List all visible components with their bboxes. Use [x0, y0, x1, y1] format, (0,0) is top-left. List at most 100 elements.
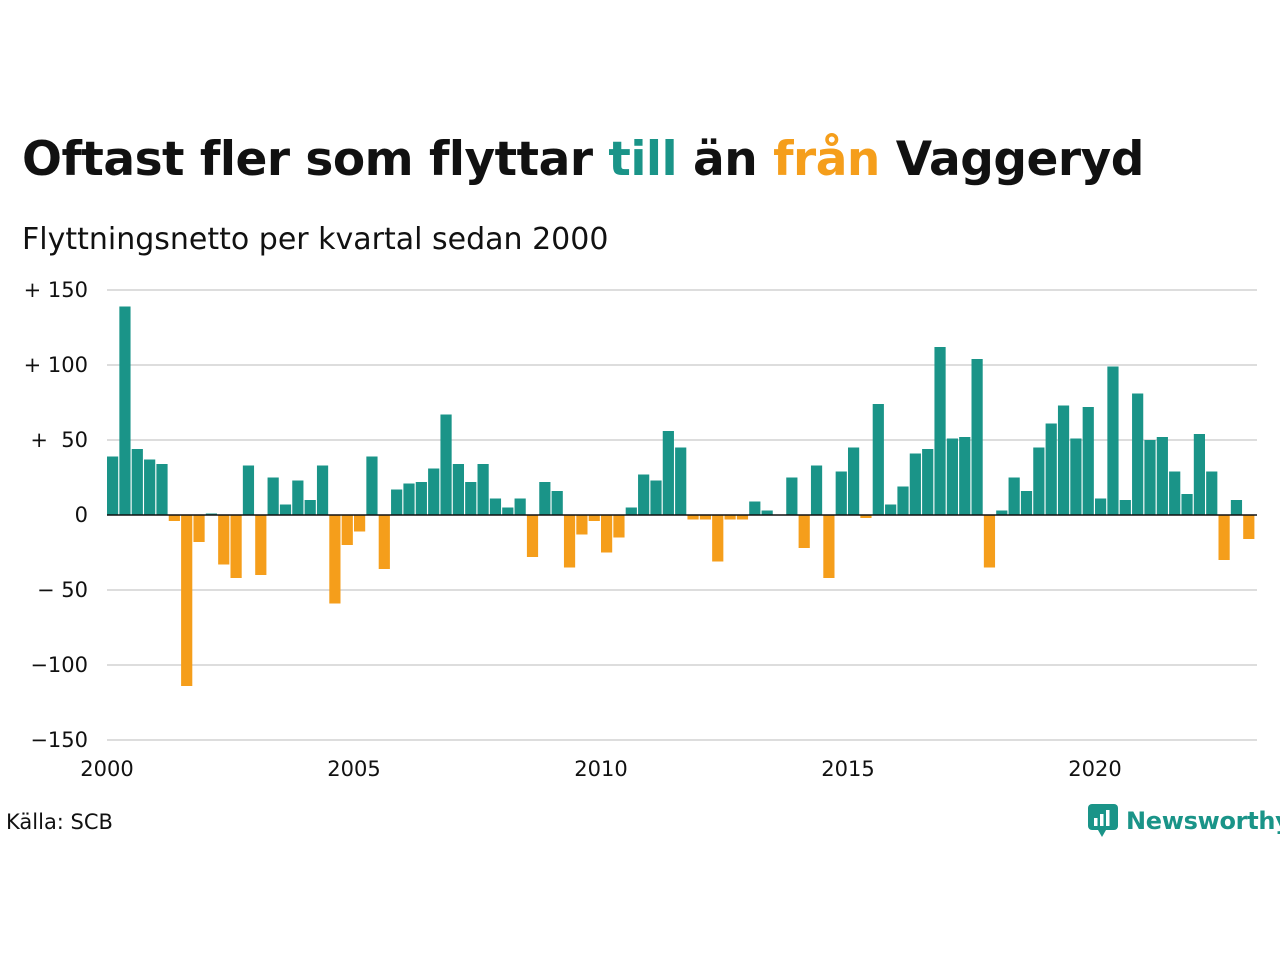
- bar: [749, 501, 761, 515]
- bar: [761, 510, 773, 515]
- bar: [551, 491, 563, 515]
- bar: [909, 453, 921, 515]
- bar: [304, 500, 316, 515]
- bar: [625, 507, 637, 515]
- x-tick-label: 2010: [574, 757, 627, 781]
- y-tick-label: + 50: [30, 428, 88, 452]
- bar: [1119, 500, 1131, 515]
- bar: [1132, 393, 1144, 515]
- bar: [675, 447, 687, 515]
- bar: [1144, 440, 1156, 515]
- title-part1: Oftast fler som flyttar: [22, 132, 609, 187]
- bar: [996, 510, 1008, 515]
- bar: [872, 404, 884, 515]
- bar: [638, 474, 650, 515]
- bar: [786, 477, 798, 515]
- bar: [341, 515, 353, 545]
- bar: [736, 515, 749, 520]
- bar: [1243, 515, 1255, 539]
- bar: [292, 480, 304, 515]
- newsworthy-logo-icon: [1088, 804, 1118, 837]
- y-tick-label: −100: [30, 653, 88, 677]
- x-axis-labels: 2000 2005 2010 2015 2020: [80, 757, 1121, 781]
- bar: [946, 438, 958, 515]
- bar: [465, 482, 477, 515]
- bar: [1095, 498, 1107, 515]
- bar: [144, 459, 156, 515]
- bar: [576, 515, 588, 535]
- bar: [354, 515, 366, 532]
- y-axis-labels: + 150 + 100 + 50 0 − 50 −100 −150: [24, 278, 88, 752]
- bar: [514, 498, 526, 515]
- bar: [1230, 500, 1243, 515]
- brand-name: Newsworthy: [1126, 807, 1280, 835]
- bar: [810, 465, 823, 515]
- bar: [699, 515, 711, 520]
- title-part2: än: [677, 132, 774, 187]
- chart-title: Oftast fler som flyttar till än från Vag…: [22, 132, 1144, 187]
- bar: [131, 449, 143, 515]
- x-tick-label: 2020: [1068, 757, 1121, 781]
- newsworthy-logo: Newsworthy: [1088, 804, 1280, 838]
- y-tick-label: 0: [75, 503, 88, 527]
- bar: [502, 507, 514, 515]
- bar: [959, 437, 971, 515]
- bar: [477, 464, 489, 515]
- title-part3: Vaggeryd: [879, 132, 1145, 187]
- bar: [650, 480, 662, 515]
- bar: [329, 515, 341, 604]
- bar: [1020, 491, 1033, 515]
- bar: [452, 464, 464, 515]
- bar: [922, 449, 934, 515]
- bar: [662, 431, 674, 515]
- bar: [230, 515, 242, 578]
- bar: [181, 515, 193, 686]
- bar: [601, 515, 613, 553]
- bar: [1156, 437, 1168, 515]
- y-tick-label: −150: [30, 728, 88, 752]
- bar: [971, 359, 983, 515]
- bar: [1082, 407, 1094, 515]
- bar: [107, 456, 119, 515]
- bar: [428, 468, 440, 515]
- bar: [366, 456, 378, 515]
- y-tick-label: + 100: [24, 353, 88, 377]
- bar: [588, 515, 600, 521]
- bar: [119, 306, 131, 515]
- bar: [168, 515, 180, 521]
- bar: [1193, 434, 1205, 515]
- bar: [1057, 405, 1070, 515]
- x-tick-label: 2000: [80, 757, 133, 781]
- bar: [489, 498, 502, 515]
- bar: [440, 414, 452, 515]
- bar: [539, 482, 551, 515]
- bar: [218, 515, 230, 565]
- title-positive-word: till: [608, 132, 678, 187]
- bar: [712, 515, 724, 562]
- x-tick-label: 2015: [821, 757, 874, 781]
- x-tick-label: 2005: [327, 757, 380, 781]
- bar: [279, 504, 292, 515]
- bar: [255, 515, 267, 575]
- bar: [724, 515, 736, 520]
- y-tick-label: + 150: [24, 278, 88, 302]
- bar: [242, 465, 255, 515]
- bar: [798, 515, 810, 548]
- bar: [1107, 366, 1119, 515]
- title-negative-word: från: [773, 132, 880, 187]
- bar: [897, 486, 909, 515]
- bar: [983, 515, 996, 568]
- bar: [267, 477, 279, 515]
- bar: [1218, 515, 1230, 560]
- bar: [1206, 471, 1218, 515]
- bar: [835, 471, 847, 515]
- bar: [526, 515, 539, 557]
- y-tick-label: − 50: [37, 578, 88, 602]
- bar: [415, 482, 427, 515]
- source-note: Källa: SCB: [6, 810, 113, 834]
- bar: [1070, 438, 1082, 515]
- bar: [391, 489, 403, 515]
- bar: [885, 504, 897, 515]
- bar: [860, 515, 872, 518]
- bar: [823, 515, 835, 578]
